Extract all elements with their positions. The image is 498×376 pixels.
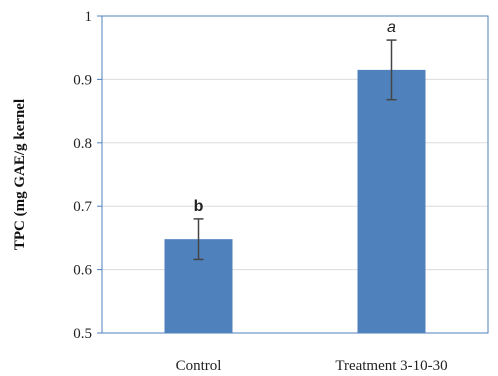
y-tick-label: 1	[85, 9, 93, 25]
y-tick-label: 0.9	[73, 72, 92, 88]
bars	[164, 69, 426, 333]
x-axis-categories: Control Treatment 3-10-30	[176, 358, 448, 374]
bar-2	[357, 69, 426, 333]
y-axis-ticks: 0.5 0.6 0.7 0.8 0.9 1	[73, 9, 102, 342]
grid-lines	[102, 78, 488, 271]
plot-area-frame	[101, 15, 489, 334]
category-label-2: Treatment 3-10-30	[335, 358, 447, 374]
significance-letter-1: b	[194, 198, 204, 215]
y-tick-label: 0.8	[73, 136, 92, 152]
y-axis-label: TPC (mg GAE/g kernel	[12, 99, 28, 250]
error-bars	[193, 39, 397, 261]
y-tick-label: 0.7	[73, 199, 92, 215]
significance-letter-2: a	[387, 19, 396, 36]
y-tick-label: 0.6	[73, 263, 92, 279]
y-tick-label: 0.5	[73, 326, 92, 342]
category-label-1: Control	[176, 358, 222, 374]
significance-letters: ba	[194, 19, 396, 215]
